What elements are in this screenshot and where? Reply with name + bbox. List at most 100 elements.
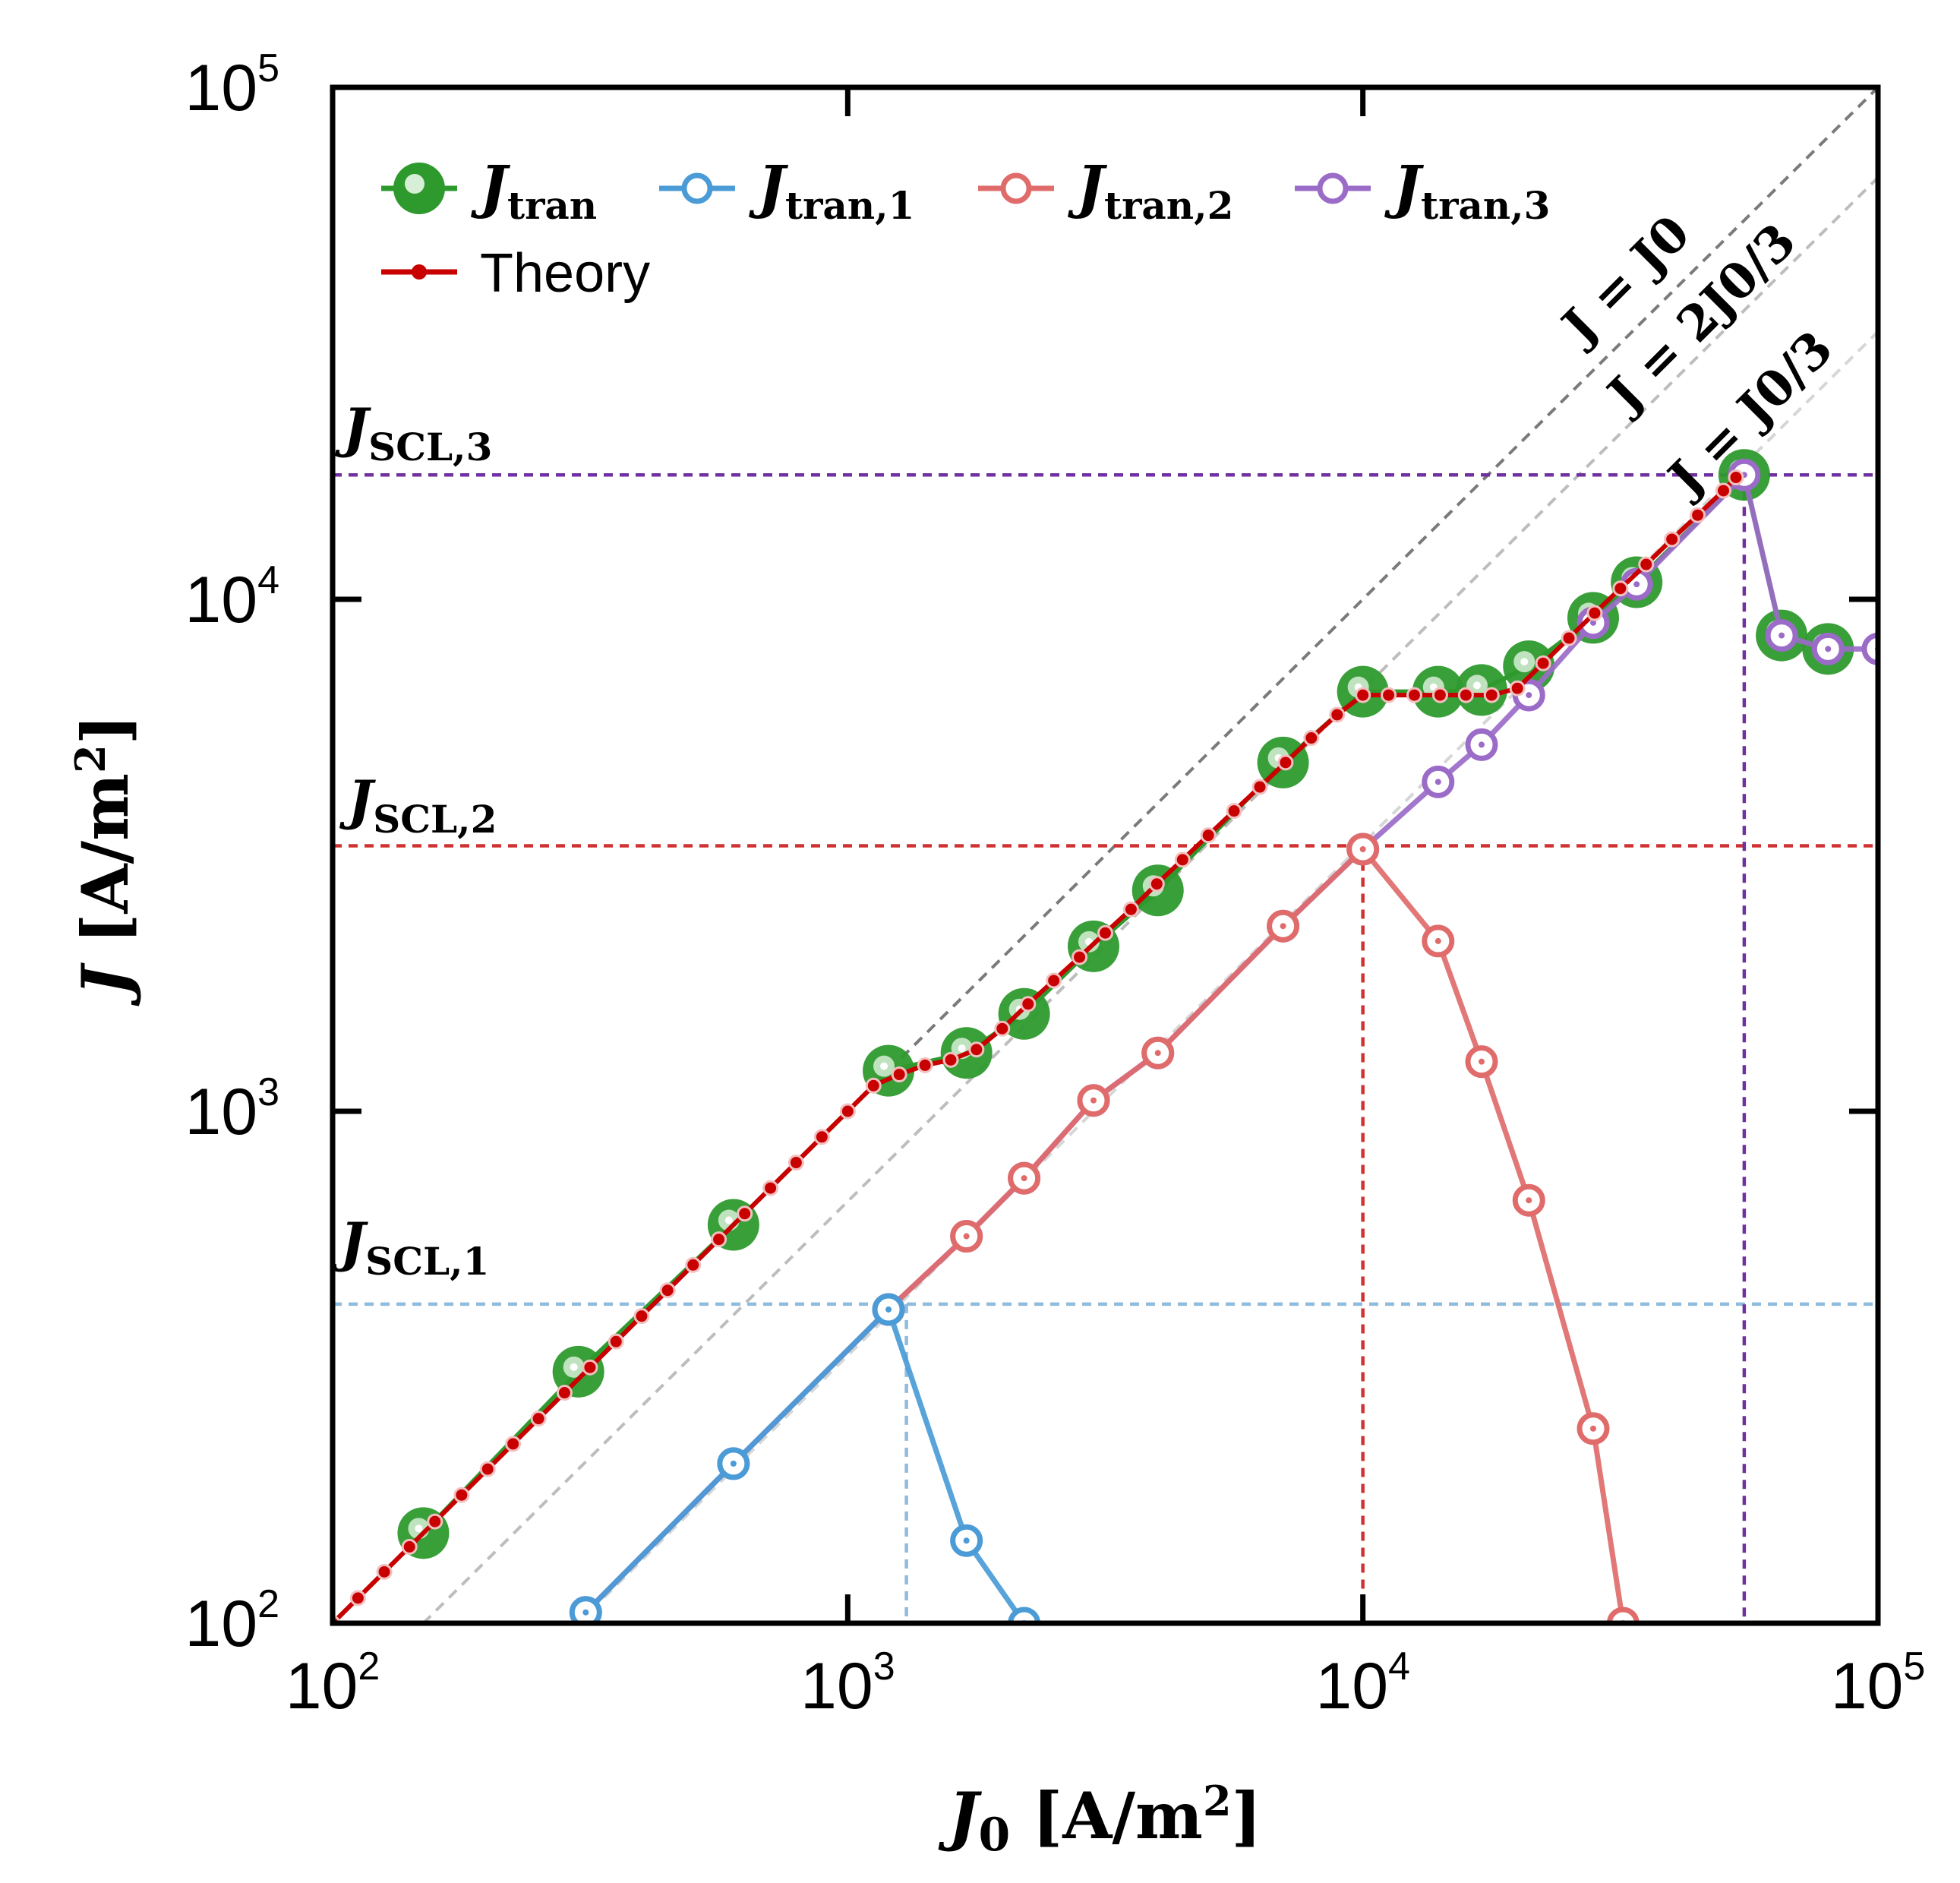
point-theory [633, 1308, 650, 1325]
legend-label: Theory [480, 243, 650, 304]
y-tick-label: 102 [185, 1582, 279, 1660]
series-line-j-tran-3 [583, 469, 1878, 1615]
point-dot-j-tran-1 [963, 1537, 970, 1544]
legend-label: Jtran,2 [1068, 153, 1233, 228]
y-tick-label: 103 [185, 1070, 279, 1148]
point-theory [1431, 687, 1448, 703]
point-theory [813, 1129, 830, 1145]
point-theory [1277, 754, 1294, 771]
legend-marker [1000, 172, 1032, 204]
legend-marker [1317, 172, 1349, 204]
point-dot-j-tran-3 [1589, 619, 1596, 626]
point-theory [968, 1041, 985, 1058]
point-theory [1226, 803, 1242, 820]
point-theory [1072, 949, 1088, 965]
point-theory [349, 1590, 366, 1607]
point-theory [917, 1057, 933, 1073]
point-theory [1381, 687, 1397, 703]
point-theory [1612, 580, 1629, 597]
point-dot-j-tran-3 [1779, 632, 1785, 639]
point-dot-j-tran-2 [1526, 1197, 1532, 1204]
point-theory [1561, 630, 1577, 646]
point-theory [737, 1205, 753, 1222]
series-layer [333, 449, 1878, 1623]
point-theory [1148, 876, 1165, 893]
point-theory [582, 1359, 598, 1376]
point-theory [505, 1436, 522, 1452]
legend-item-j-tran-1: Jtran,1 [659, 153, 914, 228]
point-theory [1535, 655, 1551, 671]
point-theory [942, 1051, 959, 1068]
axes-layer: 102 103 104 105 102 103 104 105 [185, 46, 1925, 1723]
point-dot-j-tran-2 [1359, 845, 1366, 852]
point-theory [556, 1385, 573, 1401]
point-theory [865, 1077, 882, 1094]
point-theory [1664, 531, 1681, 548]
point-theory [1715, 482, 1732, 499]
plot-frame [330, 84, 1881, 1626]
point-theory [608, 1333, 624, 1350]
point-theory [530, 1411, 547, 1427]
point-theory [1329, 706, 1346, 723]
point-j-tran-2 [1606, 1607, 1640, 1623]
point-dot-j-tran-2 [1154, 1050, 1161, 1057]
point-theory [659, 1282, 676, 1299]
point-theory [994, 1020, 1011, 1037]
legend-label: Jtran,3 [1384, 153, 1550, 228]
point-theory [787, 1155, 804, 1171]
threshold-label-2: JSCL,2 [339, 769, 497, 842]
y-axis-label: J [A/m2] [66, 715, 143, 1007]
point-core-j-tran [415, 1524, 423, 1533]
point-dot-j-tran-3 [1633, 581, 1640, 588]
point-dot-j-tran-3 [1825, 646, 1832, 652]
threshold-label-1: JSCL,1 [332, 1211, 489, 1284]
series-theory [333, 469, 1744, 1623]
series-line-j-tran [421, 470, 1829, 1535]
point-theory [1122, 901, 1139, 918]
threshold-label-3: JSCL,3 [335, 397, 492, 469]
point-dot-j-tran-1 [730, 1460, 737, 1467]
y-tick-label: 104 [185, 558, 279, 637]
legend-marker-highlight [405, 174, 425, 194]
x-axis-label: J0 [A/m2] [938, 1777, 1262, 1862]
point-theory [1303, 730, 1320, 747]
point-theory [427, 1513, 443, 1530]
point-j-tran-1 [1008, 1607, 1041, 1623]
point-theory [762, 1180, 779, 1196]
legend-item-j-tran: Jtran [381, 153, 597, 228]
point-theory [401, 1538, 418, 1555]
point-theory [891, 1066, 907, 1083]
point-j-tran-3 [1861, 632, 1878, 665]
series-j-tran-3 [569, 458, 1878, 1623]
point-theory [479, 1461, 496, 1477]
legend-marker [412, 264, 427, 280]
legend-item-j-tran-2: Jtran,2 [978, 153, 1233, 228]
point-dot-j-tran-2 [1478, 1058, 1485, 1065]
point-theory [1355, 687, 1371, 703]
point-dot-j-tran-2 [1589, 1425, 1596, 1432]
legend-label: Jtran [471, 153, 597, 228]
point-dot-j-tran-2 [1280, 923, 1286, 930]
point-core-j-tran [958, 1044, 966, 1053]
series-line-j-tran-1 [583, 1304, 1027, 1623]
point-theory [1586, 605, 1603, 621]
point-core-j-tran [880, 1062, 888, 1070]
x-tick-label: 104 [1315, 1644, 1410, 1723]
point-theory [1200, 827, 1217, 844]
point-core-j-tran [724, 1216, 733, 1224]
point-theory [1483, 687, 1500, 703]
point-dot-j-tran-2 [1090, 1097, 1097, 1104]
series-j-tran [397, 449, 1854, 1559]
point-theory [1638, 556, 1655, 573]
point-core-j-tran [1520, 658, 1529, 666]
point-dot-j-tran-3 [1478, 741, 1485, 748]
legend-item-j-tran-3: Jtran,3 [1295, 153, 1550, 228]
x-tick-label: 102 [286, 1644, 380, 1723]
point-theory [1406, 687, 1422, 703]
x-tick-label: 103 [800, 1644, 895, 1723]
point-core-j-tran [1472, 681, 1481, 690]
point-dot-j-tran-2 [1434, 937, 1441, 944]
point-theory [1728, 469, 1744, 486]
point-dot-j-tran-3 [1526, 692, 1532, 699]
